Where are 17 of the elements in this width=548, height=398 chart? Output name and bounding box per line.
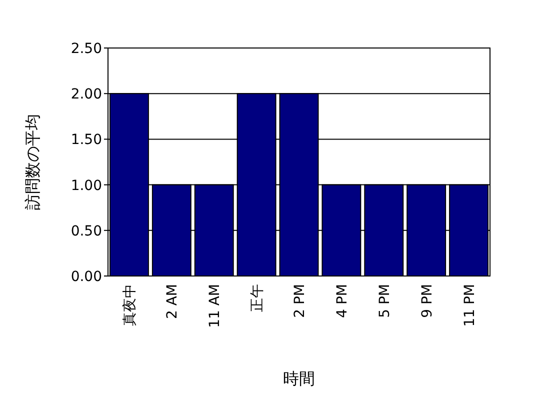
y-tick-label: 0.50 xyxy=(70,223,102,240)
y-tick-label: 1.00 xyxy=(70,178,102,194)
x-tick-label: 5 PM xyxy=(376,284,393,318)
x-tick-label: 4 PM xyxy=(334,284,350,318)
x-tick-label: 2 PM xyxy=(292,284,308,318)
y-tick-label: 2.00 xyxy=(70,86,102,103)
x-tick-label: 9 PM xyxy=(419,284,436,318)
x-tick-label: 真夜中 xyxy=(122,284,138,326)
y-axis-title: 訪問数の平均 xyxy=(23,114,42,210)
x-axis-title: 時間 xyxy=(283,369,315,388)
x-tick-label: 2 AM xyxy=(164,284,181,320)
y-tick-label: 2.50 xyxy=(70,41,102,57)
y-tick-label: 1.50 xyxy=(70,132,102,148)
x-tick-label: 11 AM xyxy=(207,284,224,328)
y-tick-label: 0.00 xyxy=(70,269,102,285)
x-tick-label: 正午 xyxy=(250,284,266,312)
x-tick-label: 11 PM xyxy=(462,284,478,327)
